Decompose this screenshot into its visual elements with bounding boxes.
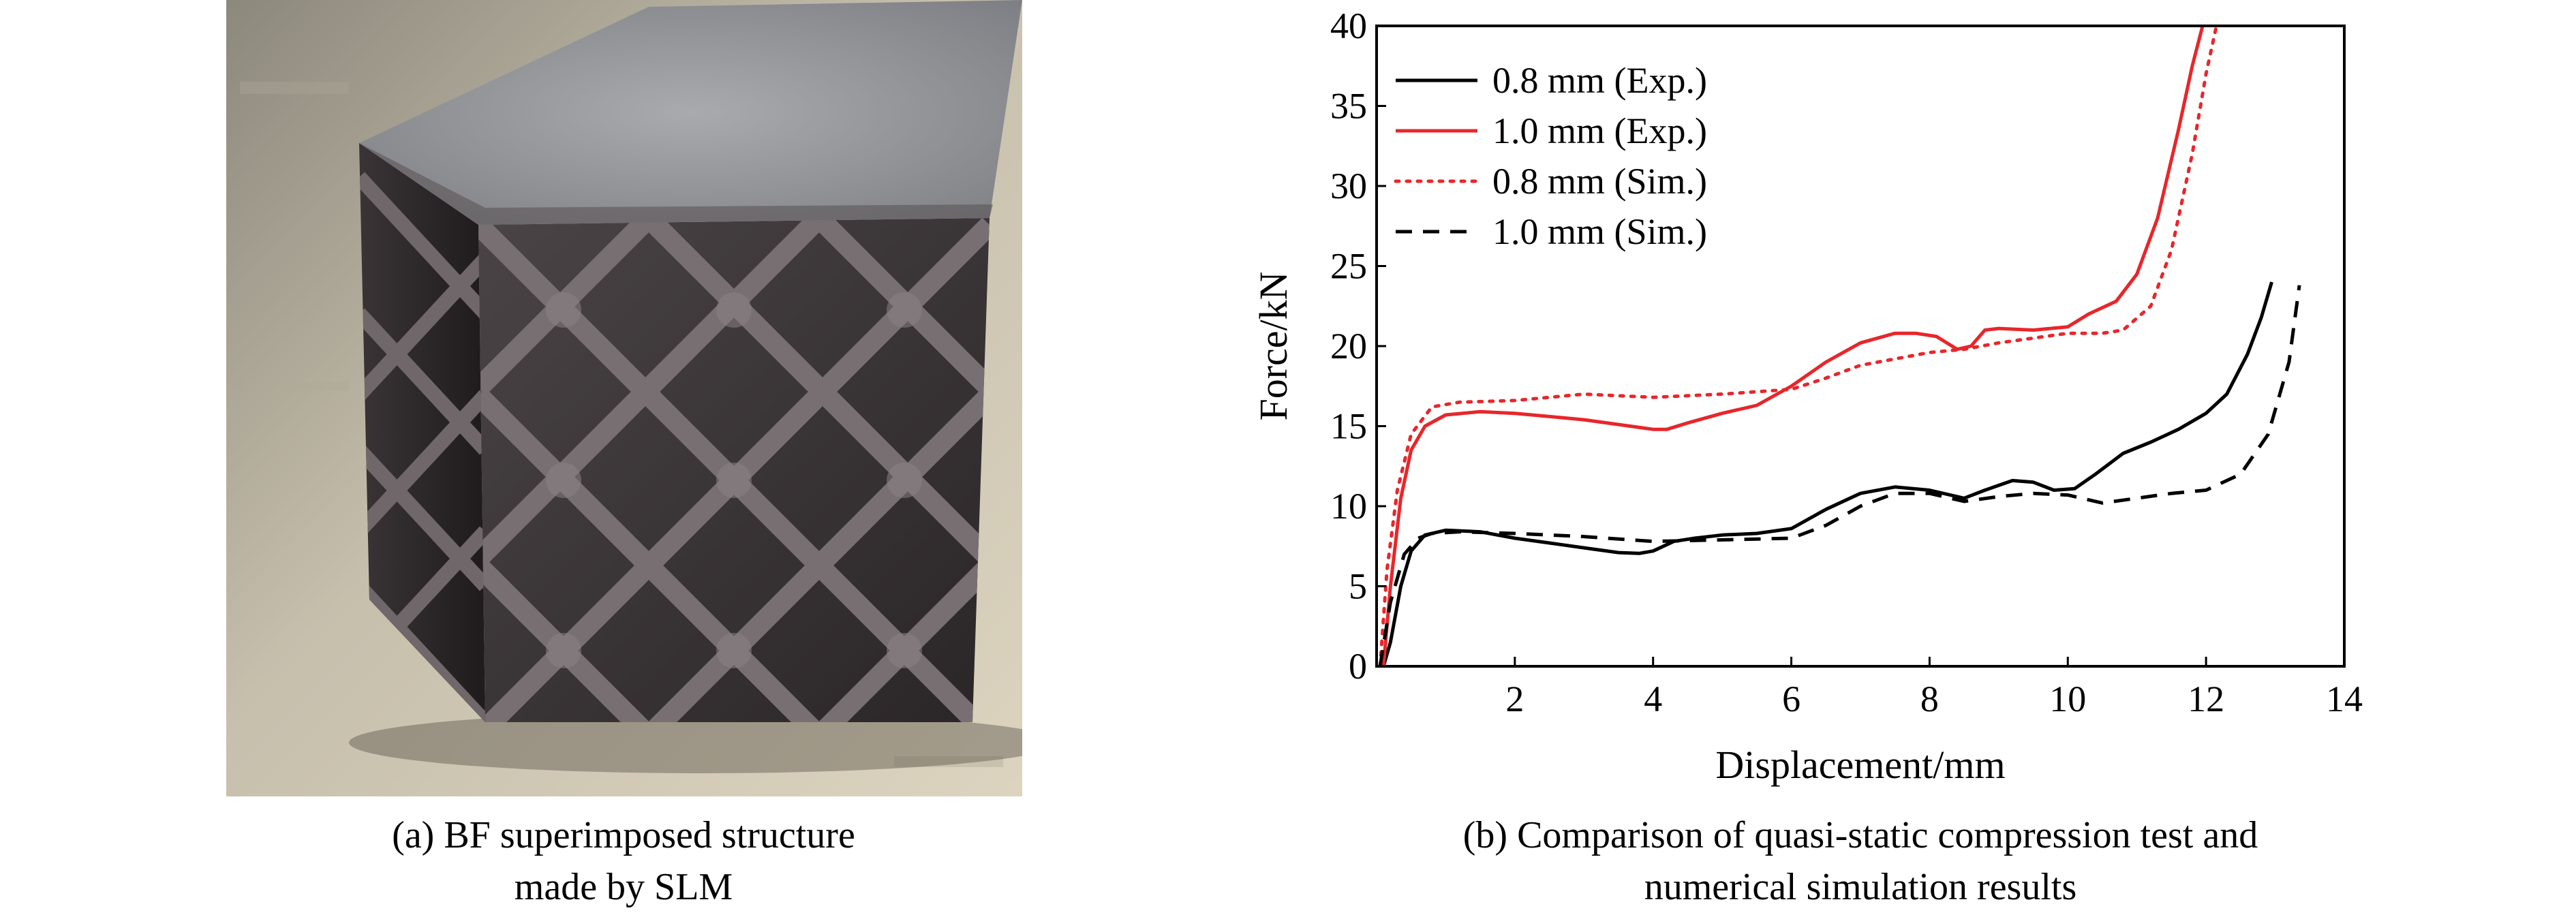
lattice-cube-photo	[226, 0, 1058, 796]
plot-lines	[1378, 26, 2301, 666]
caption-a-line2: made by SLM	[514, 866, 733, 908]
y-tick-label: 25	[1330, 246, 1367, 287]
x-tick-label: 8	[1920, 679, 1939, 719]
y-tick-label: 5	[1349, 566, 1367, 607]
x-axis-label: Displacement/mm	[1715, 743, 2005, 787]
force-displacement-chart: 0 5 10 15 20 25 30 35 40 2 4 6 8 10 12 14 Displacement/…	[1213, 0, 2440, 804]
y-axis-label: Force/kN	[1251, 271, 1295, 420]
x-tick-label: 6	[1782, 679, 1800, 719]
legend-label-1: 0.8 mm (Exp.)	[1492, 60, 1707, 101]
y-tick-label: 0	[1349, 646, 1367, 687]
caption-panel-b: (b) Comparison of quasi-static compressi…	[1281, 809, 2440, 913]
axis-ticks: 0 5 10 15 20 25 30 35 40 2 4 6 8 10 12 14	[1330, 5, 2363, 719]
legend-label-3: 0.8 mm (Sim.)	[1492, 161, 1707, 202]
y-tick-label: 30	[1330, 166, 1367, 206]
x-tick-label: 14	[2326, 679, 2363, 719]
series-line-2	[1381, 26, 2205, 666]
legend-label-4: 1.0 mm (Sim.)	[1492, 211, 1707, 252]
caption-b-line2: numerical simulation results	[1644, 866, 2077, 908]
series-line-1	[1381, 281, 2273, 666]
y-tick-label: 20	[1330, 326, 1367, 367]
y-tick-label: 40	[1330, 5, 1367, 46]
legend: 0.8 mm (Exp.) 1.0 mm (Exp.) 0.8 mm (Sim.) 1…	[1394, 60, 1707, 252]
caption-b-line1: (b) Comparison of quasi-static compressi…	[1462, 814, 2258, 856]
legend-label-2: 1.0 mm (Exp.)	[1492, 110, 1707, 151]
caption-panel-a: (a) BF superimposed structure made by SL…	[177, 809, 1070, 913]
x-tick-label: 10	[2049, 679, 2086, 719]
x-tick-label: 4	[1644, 679, 1662, 719]
x-tick-label: 12	[2188, 679, 2224, 719]
series-line-4	[1378, 285, 2301, 666]
caption-a-line1: (a) BF superimposed structure	[392, 814, 855, 856]
series-line-3	[1378, 26, 2218, 666]
y-tick-label: 35	[1330, 86, 1367, 127]
y-tick-label: 10	[1330, 486, 1367, 527]
x-tick-label: 2	[1505, 679, 1524, 719]
y-tick-label: 15	[1330, 406, 1367, 447]
